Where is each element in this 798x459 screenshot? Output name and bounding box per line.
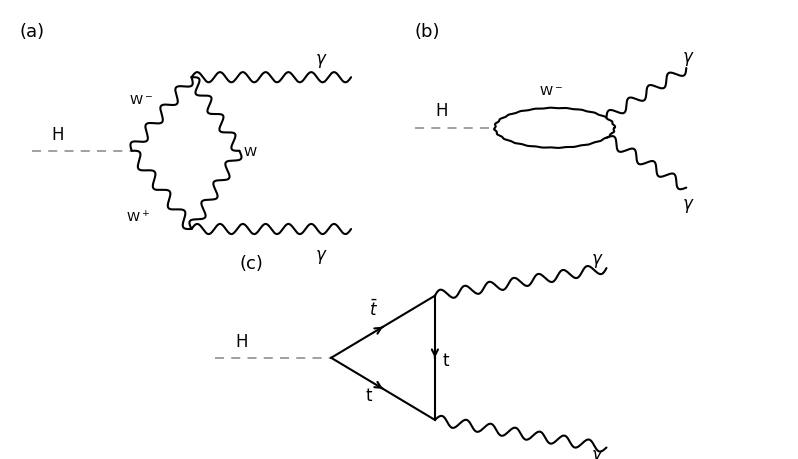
Text: H: H — [52, 126, 65, 144]
Text: W$^-$: W$^-$ — [539, 85, 563, 98]
Text: H: H — [435, 102, 448, 120]
Text: (a): (a) — [20, 23, 45, 41]
Text: $\gamma$: $\gamma$ — [682, 50, 695, 68]
Text: W: W — [243, 146, 256, 159]
Text: t: t — [443, 351, 449, 369]
Text: $\gamma$: $\gamma$ — [591, 252, 603, 270]
Text: t: t — [365, 386, 372, 404]
Text: $\gamma$: $\gamma$ — [315, 247, 328, 265]
Text: $\gamma$: $\gamma$ — [682, 197, 695, 215]
Text: (b): (b) — [415, 23, 440, 41]
Text: W$^-$: W$^-$ — [129, 93, 153, 106]
Text: H: H — [235, 333, 248, 351]
Text: (c): (c) — [239, 255, 263, 273]
Text: $\gamma$: $\gamma$ — [591, 447, 603, 459]
Text: $\bar{t}$: $\bar{t}$ — [369, 299, 377, 319]
Text: $\gamma$: $\gamma$ — [315, 52, 328, 70]
Text: W$^+$: W$^+$ — [126, 210, 150, 226]
